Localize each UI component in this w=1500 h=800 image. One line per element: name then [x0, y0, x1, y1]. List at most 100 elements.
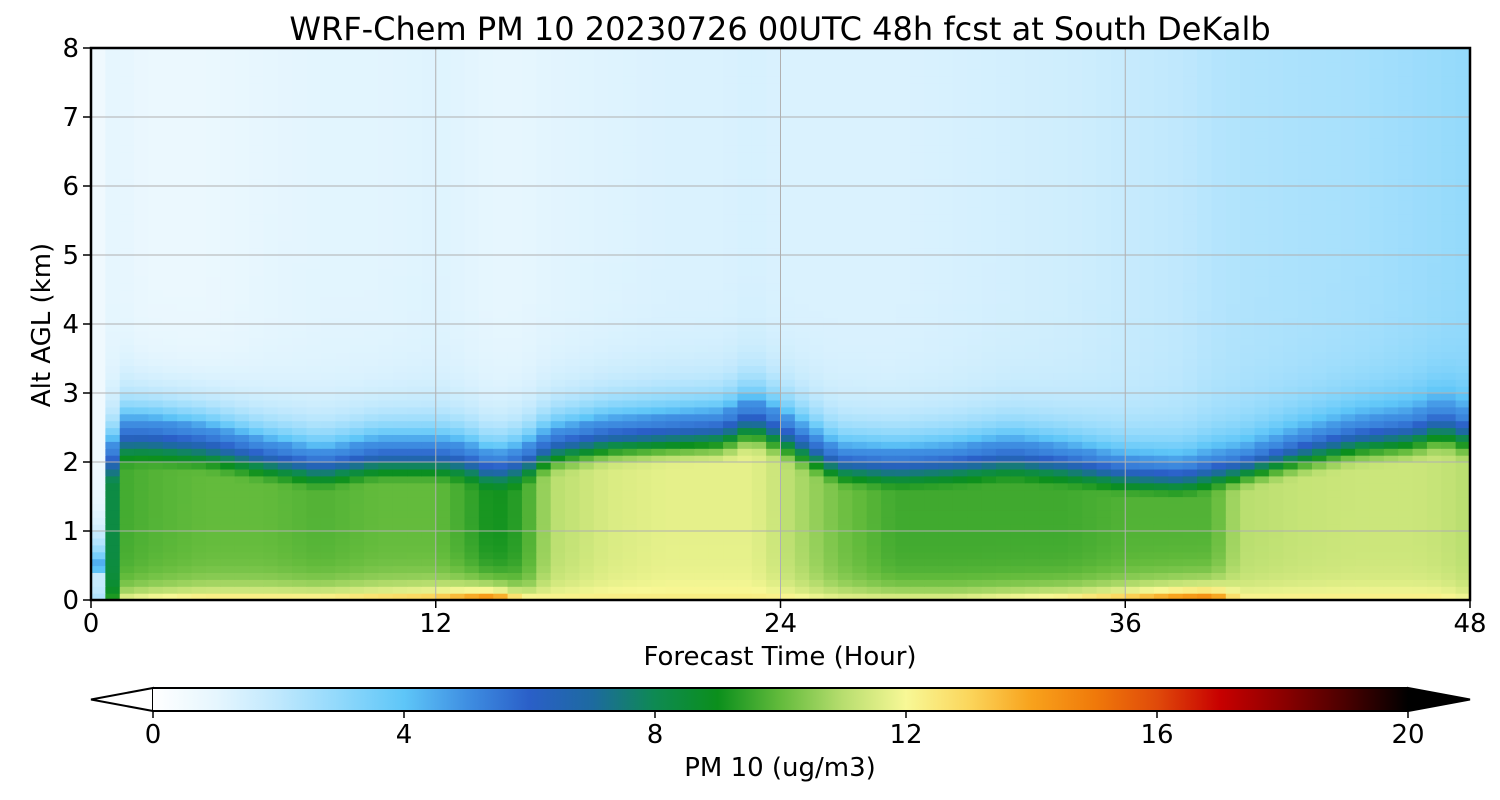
heatmap-cell — [1110, 482, 1126, 491]
heatmap-cell — [1153, 537, 1169, 546]
heatmap-cell — [1125, 386, 1141, 394]
heatmap-cell — [1039, 406, 1055, 415]
heatmap-cell — [335, 344, 351, 353]
heatmap-cell — [493, 427, 509, 435]
heatmap-cell — [1426, 427, 1442, 435]
heatmap-cell — [1283, 303, 1299, 311]
heatmap-cell — [177, 572, 193, 580]
heatmap-cell — [1268, 434, 1284, 442]
heatmap-cell — [507, 503, 523, 511]
heatmap-cell — [550, 248, 566, 256]
heatmap-cell — [1412, 358, 1428, 366]
heatmap-cell — [1297, 468, 1313, 477]
heatmap-cell — [665, 289, 681, 297]
heatmap-cell — [1067, 427, 1083, 435]
heatmap-cell — [1182, 330, 1198, 339]
heatmap-cell — [723, 337, 738, 346]
heatmap-cell — [608, 282, 624, 291]
heatmap-cell — [134, 420, 150, 429]
heatmap-cell — [220, 255, 236, 263]
heatmap-cell — [1125, 268, 1141, 277]
heatmap-cell — [119, 330, 135, 339]
heatmap-cell — [1182, 482, 1198, 491]
heatmap-cell — [737, 496, 753, 504]
heatmap-cell — [938, 413, 954, 422]
heatmap-cell — [162, 462, 178, 470]
heatmap-cell — [435, 351, 451, 360]
heatmap-cell — [378, 475, 394, 484]
heatmap-cell — [435, 268, 451, 277]
heatmap-cell — [306, 393, 322, 401]
heatmap-cell — [823, 337, 839, 346]
heatmap-cell — [952, 337, 968, 346]
heatmap-cell — [521, 324, 537, 332]
heatmap-cell — [1426, 579, 1442, 587]
heatmap-cell — [665, 365, 681, 373]
heatmap-cell — [263, 441, 279, 449]
heatmap-cell — [952, 386, 968, 394]
heatmap-cell — [837, 427, 853, 435]
heatmap-cell — [1153, 496, 1169, 504]
heatmap-cell — [708, 448, 724, 456]
heatmap-cell — [1326, 330, 1342, 339]
heatmap-cell — [320, 420, 336, 429]
heatmap-cell — [478, 386, 494, 394]
heatmap-cell — [1240, 475, 1256, 484]
heatmap-cell — [1297, 365, 1313, 373]
heatmap-cell — [780, 579, 796, 587]
heatmap-cell — [565, 296, 580, 304]
heatmap-cell — [780, 289, 796, 297]
heatmap-cell — [507, 531, 523, 539]
heatmap-cell — [119, 406, 135, 415]
heatmap-cell — [363, 358, 379, 366]
heatmap-cell — [852, 289, 868, 297]
heatmap-cell — [1398, 420, 1414, 429]
heatmap-cell — [679, 434, 695, 442]
heatmap-cell — [91, 503, 106, 511]
heatmap-cell — [1441, 579, 1457, 587]
heatmap-cell — [435, 482, 451, 491]
heatmap-cell — [450, 241, 466, 249]
heatmap-cell — [1355, 579, 1371, 587]
heatmap-cell — [349, 462, 365, 470]
heatmap-cell — [378, 324, 394, 332]
heatmap-cell — [780, 482, 796, 491]
heatmap-cell — [1010, 379, 1026, 387]
heatmap-cell — [521, 365, 537, 373]
heatmap-cell — [665, 551, 681, 560]
heatmap-cell — [665, 441, 681, 449]
heatmap-cell — [981, 324, 997, 332]
heatmap-cell — [809, 358, 825, 366]
heatmap-cell — [837, 434, 853, 442]
heatmap-cell — [751, 379, 767, 387]
heatmap-cell — [148, 427, 164, 435]
heatmap-cell — [378, 441, 394, 449]
heatmap-cell — [320, 296, 336, 304]
heatmap-cell — [162, 255, 178, 263]
heatmap-cell — [191, 275, 207, 284]
heatmap-cell — [162, 455, 178, 463]
heatmap-cell — [1326, 358, 1342, 366]
heatmap-cell — [1369, 462, 1385, 470]
heatmap-cell — [536, 475, 552, 484]
heatmap-cell — [823, 386, 839, 394]
heatmap-cell — [1426, 503, 1442, 511]
heatmap-cell — [335, 468, 351, 477]
heatmap-cell — [464, 358, 480, 366]
heatmap-cell — [967, 482, 983, 491]
heatmap-field — [91, 48, 1470, 600]
heatmap-cell — [363, 475, 379, 484]
heatmap-cell — [1398, 399, 1414, 408]
heatmap-cell — [852, 482, 868, 491]
heatmap-cell — [837, 330, 853, 339]
heatmap-cell — [751, 579, 767, 587]
heatmap-cell — [1039, 455, 1055, 463]
heatmap-cell — [881, 558, 897, 567]
heatmap-cell — [1211, 558, 1227, 567]
heatmap-cell — [292, 565, 308, 573]
heatmap-cell — [737, 427, 753, 435]
heatmap-cell — [1240, 399, 1256, 408]
heatmap-cell — [521, 496, 537, 504]
heatmap-cell — [1182, 241, 1198, 249]
heatmap-cell — [421, 337, 437, 346]
